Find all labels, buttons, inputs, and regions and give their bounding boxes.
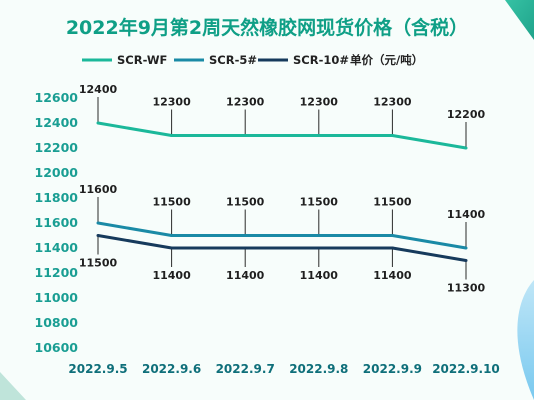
legend-label-scr-5: SCR-5# (209, 53, 257, 67)
y-tick-label: 12200 (35, 140, 79, 155)
data-label: 12300 (373, 96, 412, 109)
unit-label: 单价（元/吨） (350, 53, 423, 67)
series-line-scr-10 (97, 234, 467, 262)
series-line-scr-wf (97, 121, 467, 150)
data-point (96, 221, 100, 225)
data-label: 11400 (152, 269, 191, 282)
data-point (464, 146, 468, 150)
y-tick-label: 10600 (35, 340, 79, 355)
y-tick-label: 11400 (35, 240, 79, 255)
data-point (464, 246, 468, 250)
y-axis: 10600 10800 11000 11200 11400 11600 11800 12000… (35, 90, 79, 355)
y-tick-label: 11200 (35, 265, 79, 280)
x-tick-label: 2022.9.7 (216, 362, 275, 376)
data-label: 12300 (152, 96, 191, 109)
data-point (170, 134, 174, 137)
data-point (317, 246, 321, 250)
x-axis: 2022.9.5 2022.9.6 2022.9.7 2022.9.8 2022.9.9… (68, 362, 499, 376)
y-tick-label: 12400 (35, 115, 79, 130)
data-label: 12200 (447, 108, 486, 121)
data-label: 11400 (300, 269, 339, 282)
x-tick-label: 2022.9.10 (432, 362, 500, 376)
chart-title: 2022年9月第2周天然橡胶网现货价格（含税） (66, 16, 468, 39)
legend-label-scr-10: SCR-10# (293, 53, 349, 67)
series-line-scr-5 (97, 221, 467, 250)
data-label: 11400 (373, 269, 412, 282)
y-tick-label: 11800 (35, 190, 79, 205)
x-tick-label: 2022.9.8 (289, 362, 348, 376)
data-label: 11500 (226, 196, 265, 209)
legend-label-scr-wf: SCR-WF (117, 53, 167, 67)
data-point (243, 134, 247, 137)
data-label: 11400 (447, 208, 486, 221)
data-label: 11500 (300, 196, 339, 209)
data-point (96, 121, 100, 125)
y-tick-label: 10800 (35, 315, 79, 330)
data-point (317, 234, 321, 237)
data-point (390, 234, 394, 237)
x-tick-label: 2022.9.6 (142, 362, 201, 376)
data-label: 11600 (79, 183, 118, 196)
data-label: 11500 (79, 257, 118, 270)
series-layer: 12400 12300 12300 12300 12300 12200 11600 11500… (79, 83, 486, 295)
corner-decoration-bottom-left (0, 372, 26, 400)
y-tick-label: 12000 (35, 165, 79, 180)
data-point (390, 246, 394, 250)
y-tick-label: 11600 (35, 215, 79, 230)
data-label: 11400 (226, 269, 265, 282)
data-point (96, 234, 100, 237)
y-tick-label: 12600 (35, 90, 79, 105)
data-label: 12400 (79, 83, 118, 96)
legend: SCR-WF SCR-5# SCR-10# 单价（元/吨） (82, 53, 423, 67)
y-tick-label: 11000 (35, 290, 79, 305)
data-point (464, 259, 468, 262)
data-label: 12300 (226, 96, 265, 109)
data-point (243, 234, 247, 237)
data-label: 11300 (447, 282, 486, 295)
corner-decoration-top-right (505, 0, 534, 40)
data-label: 11500 (373, 196, 412, 209)
corner-decoration-bottom-right (517, 280, 534, 400)
data-point (317, 134, 321, 137)
data-point (390, 134, 394, 137)
data-label: 11500 (152, 196, 191, 209)
data-point (243, 246, 247, 250)
data-label: 12300 (300, 96, 339, 109)
x-tick-label: 2022.9.9 (363, 362, 422, 376)
data-point (170, 246, 174, 250)
x-tick-label: 2022.9.5 (68, 362, 127, 376)
data-point (170, 234, 174, 237)
